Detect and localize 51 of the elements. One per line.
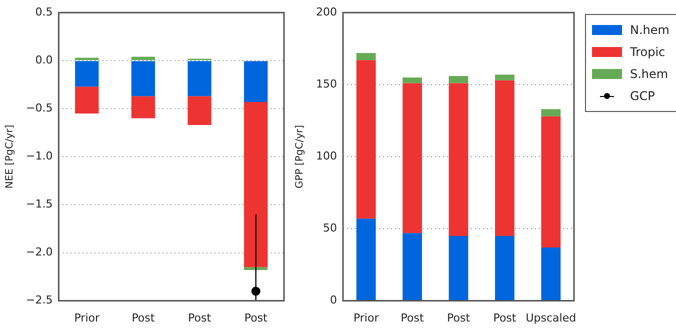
x-tick-label: Prior [74, 311, 100, 324]
x-tick-label: Post [446, 311, 471, 324]
x-tick-label: Prior [353, 311, 380, 324]
y-tick-label: 50 [322, 222, 337, 235]
legend-label: N.hem [630, 23, 670, 37]
y-tick-label: 0.0 [35, 53, 53, 66]
y-tick-label: 100 [316, 150, 337, 163]
bar [402, 83, 422, 234]
x-tick-label: Post [244, 311, 268, 324]
bar [75, 61, 99, 87]
bar [244, 61, 268, 102]
bar [494, 80, 514, 236]
bar [448, 236, 468, 300]
y-axis-title: GPP [PgC/yr] [294, 124, 306, 188]
bar [448, 76, 468, 84]
x-tick-label: Post [493, 311, 517, 324]
x-tick-label: Post [188, 311, 212, 324]
bar [541, 247, 561, 300]
bar [131, 61, 156, 96]
y-tick-label: −2.5 [26, 294, 53, 307]
bar [356, 60, 376, 219]
y-tick-label: 0 [330, 294, 337, 307]
bar [402, 77, 422, 84]
bar [541, 109, 561, 116]
legend-label: Tropic [630, 45, 666, 59]
bar [494, 236, 514, 300]
bar [188, 61, 212, 96]
legend-label: GCP [630, 89, 655, 103]
y-tick-label: 0.5 [35, 5, 53, 18]
bar [541, 116, 561, 248]
bar [356, 218, 376, 300]
x-tick-label: Post [400, 311, 424, 324]
y-axis-title: NEE [PgC/yr] [4, 124, 16, 189]
bar [75, 86, 99, 114]
bar [244, 102, 268, 268]
x-tick-label: Upscaled [526, 311, 576, 324]
legend-label: S.hem [630, 67, 668, 81]
y-tick-label: −1.0 [26, 150, 53, 163]
bar [402, 233, 422, 300]
bar [188, 96, 212, 125]
y-tick-label: −1.5 [26, 198, 53, 211]
y-tick-label: 200 [316, 5, 337, 18]
bar [448, 83, 468, 236]
bar [131, 96, 156, 118]
y-tick-label: 150 [316, 78, 337, 91]
bar [244, 267, 268, 270]
x-tick-label: Post [132, 311, 156, 324]
bar [356, 52, 376, 60]
bar [494, 74, 514, 80]
y-tick-label: −2.0 [26, 246, 53, 259]
y-tick-label: −0.5 [26, 102, 53, 115]
